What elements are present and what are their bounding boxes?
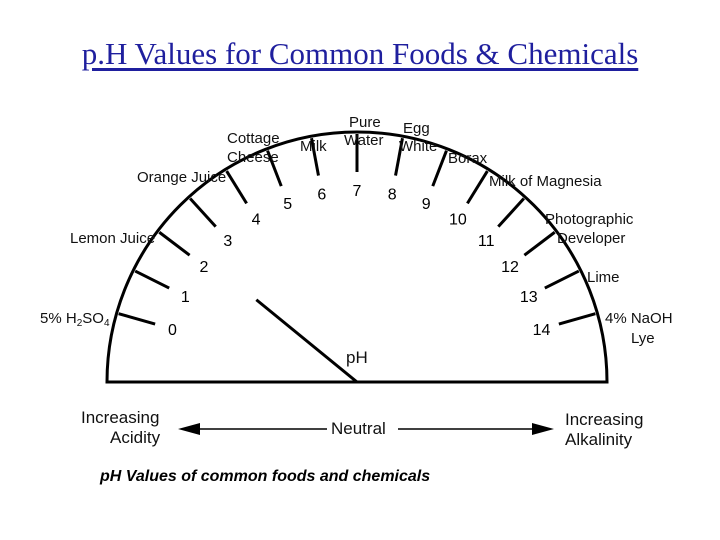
label-naoh: 4% NaOH (605, 310, 673, 327)
increasing-acidity-line1: Increasing (81, 408, 159, 427)
gauge-tick-14 (558, 312, 596, 326)
label-egg-white-line2: White (399, 138, 437, 155)
label-pure-water-line1: Pure (349, 114, 381, 131)
gauge-number-1: 1 (181, 289, 190, 306)
label-cottage-cheese-line2: Cheese (227, 149, 279, 166)
gauge-number-8: 8 (388, 186, 397, 203)
gauge-tick-0 (118, 312, 156, 326)
gauge-arc (105, 130, 609, 384)
label-milk-of-magnesia: Milk of Magnesia (489, 173, 602, 190)
gauge-tick-6 (310, 137, 320, 176)
gauge-tick-4 (225, 170, 248, 205)
label-milk: Milk (300, 138, 327, 155)
gauge-number-10: 10 (449, 212, 467, 229)
gauge-tick-13 (544, 269, 580, 290)
gauge-pointer (255, 298, 358, 384)
gauge-tick-5 (266, 150, 283, 187)
gauge-number-6: 6 (317, 186, 326, 203)
gauge-tick-2 (158, 231, 191, 257)
neutral-label: Neutral (331, 419, 386, 438)
gauge-ticks (118, 134, 596, 326)
label-lye: Lye (631, 330, 655, 347)
gauge-tick-10 (466, 170, 489, 205)
label-lemon-juice: Lemon Juice (70, 230, 155, 247)
gauge-tick-1 (134, 269, 170, 290)
gauge-tick-12 (523, 231, 556, 257)
label-h2so4: 5% H2SO4 (40, 310, 110, 329)
label-egg-white-line1: Egg (403, 120, 430, 137)
alkalinity-arrowhead (532, 423, 554, 435)
gauge-number-9: 9 (422, 196, 431, 213)
label-orange-juice: Orange Juice (137, 169, 226, 186)
label-pure-water-line2: Water (344, 132, 383, 149)
increasing-acidity-line2: Acidity (110, 428, 161, 447)
label-cottage-cheese-line1: Cottage (227, 130, 280, 147)
acidity-arrowhead (178, 423, 200, 435)
gauge-number-2: 2 (199, 259, 208, 276)
gauge-tick-8 (394, 137, 404, 176)
gauge-number-5: 5 (283, 196, 292, 213)
label-lime: Lime (587, 269, 620, 286)
gauge-tick-3 (189, 197, 217, 228)
gauge-number-0: 0 (168, 322, 177, 339)
label-photographic-developer-line2: Developer (557, 230, 625, 247)
gauge-number-11: 11 (478, 233, 495, 250)
label-photographic-developer-line1: Photographic (545, 211, 634, 228)
increasing-alkalinity-line1: Increasing (565, 410, 643, 429)
increasing-alkalinity-line2: Alkalinity (565, 430, 633, 449)
page-title: p.H Values for Common Foods & Chemicals (81, 36, 639, 71)
gauge-number-4: 4 (252, 212, 261, 229)
gauge-number-12: 12 (501, 259, 519, 276)
gauge-number-14: 14 (533, 322, 551, 339)
label-borax: Borax (448, 150, 488, 167)
figure-caption: pH Values of common foods and chemicals (99, 468, 430, 485)
gauge-number-7: 7 (353, 183, 362, 200)
gauge-tick-11 (497, 197, 525, 228)
gauge-number-3: 3 (223, 233, 232, 250)
gauge-center-label: pH (346, 348, 368, 367)
gauge-tick-9 (431, 150, 448, 187)
gauge-number-13: 13 (520, 289, 538, 306)
